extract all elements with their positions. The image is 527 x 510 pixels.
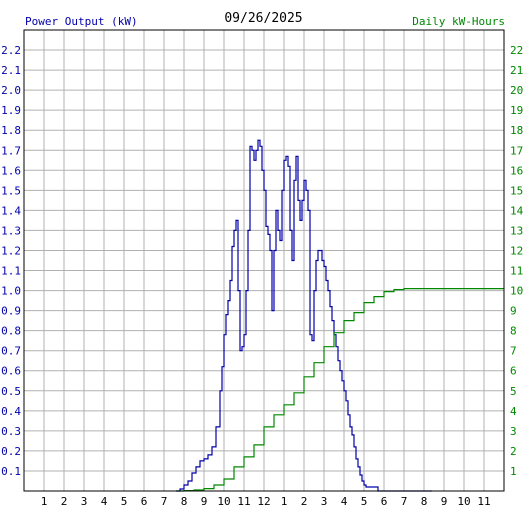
x-tick-label: 10: [217, 495, 230, 508]
x-tick-label: 9: [201, 495, 208, 508]
y-left-tick-label: 2.0: [1, 84, 21, 97]
y-left-tick-label: 0.7: [1, 345, 21, 358]
x-tick-label: 9: [441, 495, 448, 508]
y-left-tick-label: 1.2: [1, 244, 21, 257]
y-right-tick-label: 19: [510, 104, 523, 117]
y-left-tick-label: 1.9: [1, 104, 21, 117]
y-left-tick-label: 1.1: [1, 265, 21, 278]
y-left-tick-label: 0.6: [1, 365, 21, 378]
chart-title: 09/26/2025: [224, 11, 303, 26]
y-right-tick-label: 20: [510, 84, 523, 97]
series-layer: [176, 139, 504, 492]
x-tick-label: 6: [141, 495, 148, 508]
y-right-tick-label: 13: [510, 224, 523, 237]
y-left-tick-label: 0.9: [1, 305, 21, 318]
x-tick-label: 12: [257, 495, 270, 508]
y-left-tick-label: 2.2: [1, 44, 21, 57]
y-right-tick-label: 1: [510, 465, 517, 478]
y-right-tick-label: 14: [510, 204, 524, 217]
y-right-tick-label: 7: [510, 345, 517, 358]
x-tick-label: 11: [237, 495, 250, 508]
y-left-tick-label: 1.4: [1, 204, 21, 217]
y-right-tick-label: 5: [510, 385, 517, 398]
y-right-tick-label: 18: [510, 124, 523, 137]
x-tick-label: 4: [341, 495, 348, 508]
y-left-tick-label: 0.3: [1, 425, 21, 438]
x-tick-label: 1: [41, 495, 48, 508]
y-right-tick-label: 21: [510, 64, 523, 77]
y-left-tick-label: 0.2: [1, 445, 21, 458]
grid: [24, 30, 504, 491]
x-tick-label: 2: [61, 495, 68, 508]
x-tick-label: 5: [121, 495, 128, 508]
y-right-tick-label: 22: [510, 44, 523, 57]
x-tick-label: 8: [421, 495, 428, 508]
y-left-tick-label: 1.5: [1, 184, 21, 197]
x-tick-label: 8: [181, 495, 188, 508]
y-right-tick-label: 16: [510, 164, 523, 177]
x-tick-label: 11: [477, 495, 490, 508]
y-right-tick-label: 11: [510, 265, 523, 278]
y-right-tick-label: 12: [510, 244, 523, 257]
y-left-tick-label: 1.0: [1, 285, 21, 298]
x-tick-label: 4: [101, 495, 108, 508]
axes: 0.1 0.2 0.3 0.4 0.5 0.6 0.7 0.8 0.9 1.0 1.1 1.2 1.3 1…: [1, 29, 524, 508]
y-right-tick-label: 10: [510, 285, 523, 298]
y-right-tick-label: 2: [510, 445, 517, 458]
y-right-tick-label: 4: [510, 405, 517, 418]
x-tick-label: 5: [361, 495, 368, 508]
y-left-tick-label: 1.8: [1, 124, 21, 137]
y-left-tick-label: 1.3: [1, 224, 21, 237]
y-right-tick-label: 3: [510, 425, 517, 438]
y-right-tick-label: 17: [510, 144, 523, 157]
y-left-tick-label: 0.1: [1, 465, 21, 478]
x-tick-label: 10: [457, 495, 470, 508]
y-left-tick-label: 2.1: [1, 64, 21, 77]
x-tick-label: 6: [381, 495, 388, 508]
daily-kwh-line: [176, 288, 504, 492]
y-left-tick-label: 0.8: [1, 325, 21, 338]
x-tick-label: 1: [281, 495, 288, 508]
y-left-tick-label: 1.6: [1, 164, 21, 177]
x-tick-label: 3: [81, 495, 88, 508]
y-right-tick-label: 6: [510, 365, 517, 378]
right-axis-title: Daily kW-Hours: [412, 15, 505, 28]
y-left-tick-label: 0.4: [1, 405, 21, 418]
y-left-tick-label: 0.5: [1, 385, 21, 398]
x-tick-label: 3: [321, 495, 328, 508]
y-right-tick-label: 8: [510, 325, 517, 338]
x-tick-label: 2: [301, 495, 308, 508]
y-right-tick-label: 9: [510, 305, 517, 318]
y-left-tick-label: 1.7: [1, 144, 21, 157]
x-tick-label: 7: [401, 495, 408, 508]
power-output-line: [176, 139, 432, 492]
y-right-tick-label: 15: [510, 184, 523, 197]
plot-border: [23, 29, 505, 492]
x-tick-label: 7: [161, 495, 168, 508]
left-axis-title: Power Output (kW): [25, 15, 138, 28]
